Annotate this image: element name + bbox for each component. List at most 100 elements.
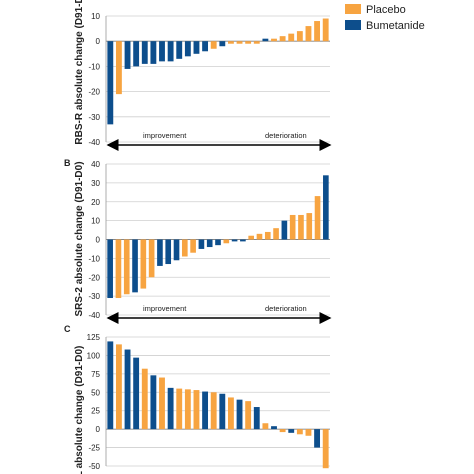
bar-placebo: [273, 228, 279, 240]
bar-placebo: [115, 344, 122, 430]
bar-bumetanide: [184, 41, 191, 57]
bar-placebo: [289, 214, 296, 240]
bar-placebo: [306, 213, 313, 240]
bar-bumetanide: [314, 429, 321, 448]
y-tick-label: 20: [91, 198, 100, 207]
bar-placebo: [264, 231, 271, 240]
y-tick-label: 100: [87, 351, 101, 360]
panel-a-deterioration-label: deterioration: [265, 131, 307, 140]
bar-placebo: [227, 397, 234, 430]
bar-placebo: [141, 368, 148, 430]
legend-swatch-placebo: [345, 4, 361, 14]
bar-placebo: [262, 423, 269, 430]
bar-placebo: [245, 401, 252, 430]
bar-bumetanide: [262, 38, 269, 42]
panel-a: RBS-R absolute change (D91-D0) 10 0 -10 -20…: [74, 0, 332, 151]
bar-placebo: [305, 26, 312, 42]
bar-placebo: [227, 41, 234, 44]
y-tick-label: -50: [88, 462, 100, 471]
y-tick-label: 10: [91, 12, 100, 21]
bar-placebo: [115, 41, 122, 95]
bar-bumetanide: [133, 41, 140, 67]
bar-placebo: [184, 389, 191, 430]
bar-bumetanide: [167, 41, 174, 62]
bar-placebo: [322, 429, 329, 469]
y-tick-label: 40: [91, 160, 100, 169]
bar-placebo: [181, 239, 188, 257]
bar-bumetanide: [202, 391, 209, 430]
panel-a-ylabel: RBS-R absolute change (D91-D0): [74, 0, 85, 145]
y-tick-label: 10: [91, 217, 100, 226]
bar-placebo: [190, 239, 196, 253]
y-tick-label: -40: [88, 311, 100, 320]
panel-b-ylabel: SRS-2 absolute change (D91-D0): [74, 161, 85, 316]
bar-placebo: [271, 38, 277, 42]
bar-bumetanide: [159, 41, 165, 62]
bar-placebo: [288, 33, 295, 42]
panel-c-ylabel: P-NL absolute change (D91-D0): [74, 346, 85, 474]
bar-bumetanide: [219, 41, 226, 47]
bar-bumetanide: [219, 393, 226, 430]
bar-bumetanide: [133, 357, 140, 430]
bar-placebo: [223, 239, 230, 244]
bar-bumetanide: [124, 41, 131, 69]
bar-bumetanide: [173, 239, 180, 261]
bar-placebo: [140, 239, 147, 289]
bar-placebo: [210, 41, 217, 49]
bar-placebo: [148, 239, 155, 278]
y-tick-label: 25: [91, 407, 100, 416]
panel-c-letter: C: [64, 324, 71, 334]
bar-bumetanide: [176, 41, 183, 59]
bar-bumetanide: [124, 349, 131, 430]
y-tick-label: -20: [88, 88, 100, 97]
bar-placebo: [245, 41, 252, 44]
panel-c: C P-NL absolute change (D91-D0) 125 100 75…: [64, 324, 330, 474]
bar-placebo: [253, 41, 260, 44]
legend: Placebo Bumetanide: [345, 4, 425, 32]
bar-placebo: [314, 21, 321, 42]
bar-bumetanide: [240, 239, 246, 242]
bar-placebo: [296, 31, 303, 42]
bar-placebo: [193, 390, 200, 430]
y-tick-label: -10: [88, 254, 100, 263]
y-tick-label: -25: [88, 444, 100, 453]
bar-bumetanide: [165, 239, 172, 265]
bar-placebo: [296, 429, 303, 435]
bar-bumetanide: [288, 429, 295, 433]
y-tick-label: -30: [88, 113, 100, 122]
bar-placebo: [210, 392, 217, 430]
bar-bumetanide: [206, 239, 213, 248]
bar-bumetanide: [231, 239, 238, 242]
bar-bumetanide: [202, 41, 209, 52]
bar-bumetanide: [236, 399, 243, 430]
bar-bumetanide: [323, 175, 329, 240]
bar-placebo: [176, 388, 183, 430]
y-tick-label: 75: [91, 370, 100, 379]
y-tick-label: 30: [91, 179, 100, 188]
bar-bumetanide: [193, 41, 200, 54]
y-tick-label: 0: [96, 425, 101, 434]
bar-bumetanide: [150, 41, 157, 64]
bar-placebo: [159, 377, 165, 430]
bar-bumetanide: [271, 426, 277, 430]
bar-bumetanide: [107, 41, 114, 125]
panel-a-improvement-label: improvement: [143, 131, 187, 140]
bar-placebo: [322, 18, 329, 42]
bar-bumetanide: [198, 239, 205, 249]
bar-bumetanide: [107, 239, 113, 299]
legend-swatch-bumetanide: [345, 20, 361, 30]
panel-b-improvement-label: improvement: [143, 304, 187, 313]
bar-placebo: [279, 36, 286, 42]
bar-placebo: [314, 196, 321, 240]
y-tick-label: -20: [88, 273, 100, 282]
bar-placebo: [298, 214, 304, 240]
bar-placebo: [279, 429, 286, 433]
bar-placebo: [248, 235, 254, 240]
legend-label-bumetanide: Bumetanide: [366, 20, 425, 32]
bar-placebo: [123, 239, 130, 295]
y-tick-label: 50: [91, 388, 100, 397]
bar-bumetanide: [132, 239, 138, 293]
bar-bumetanide: [253, 407, 260, 430]
legend-label-placebo: Placebo: [366, 4, 406, 16]
